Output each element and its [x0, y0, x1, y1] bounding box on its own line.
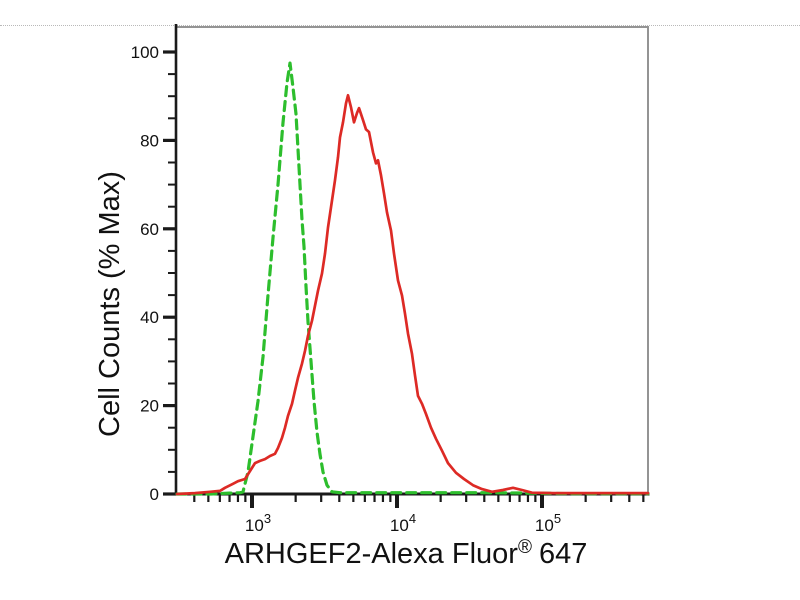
- x-tick-label: 105: [535, 511, 561, 535]
- y-tick-label: 100: [131, 43, 159, 62]
- y-tick-label: 20: [140, 397, 159, 416]
- page-divider-line: [0, 25, 800, 26]
- x-tick-label: 103: [245, 511, 271, 535]
- plot-frame: [176, 26, 649, 494]
- y-tick-label: 40: [140, 308, 159, 327]
- x-axis-title-text: ARHGEF2-Alexa Fluor: [224, 538, 518, 570]
- y-tick-label: 60: [140, 220, 159, 239]
- y-axis-title: Cell Counts (% Max): [94, 144, 130, 464]
- y-axis-title-text: Cell Counts (% Max): [94, 171, 126, 437]
- series-red-solid-stained: [175, 93, 650, 496]
- series-green-dashed-control: [175, 61, 650, 496]
- x-axis-title: ARHGEF2-Alexa Fluor® 647: [6, 537, 800, 571]
- registered-trademark-symbol: ®: [517, 537, 532, 558]
- x-tick-label: 104: [390, 511, 416, 535]
- y-tick-label: 80: [140, 131, 159, 150]
- x-axis-title-suffix: 647: [538, 538, 588, 570]
- y-tick-label: 0: [150, 485, 159, 504]
